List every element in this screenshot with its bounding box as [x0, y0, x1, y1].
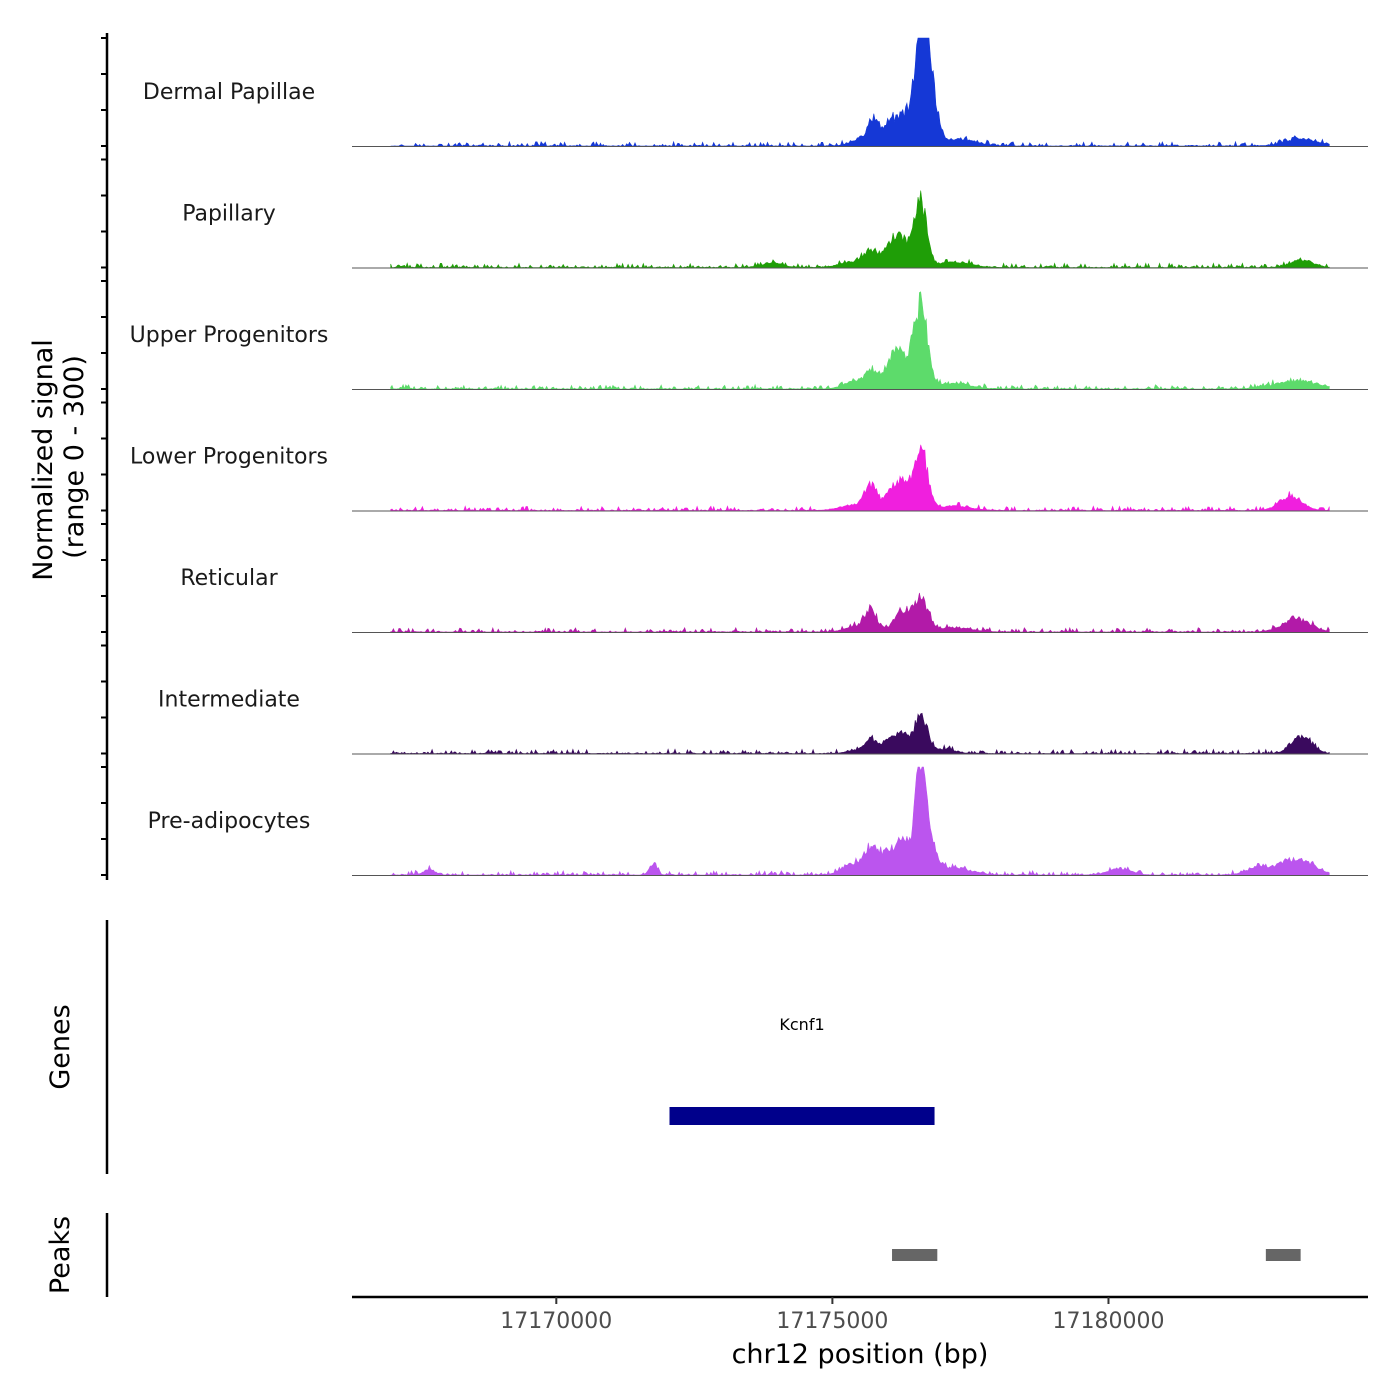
coverage-area [390, 37, 1330, 147]
track-reticular: Reticular [180, 566, 1368, 633]
track-label: Intermediate [158, 688, 300, 713]
coverage-tracks: Dermal Papillae Papillary Upper Progenitor… [130, 37, 1368, 876]
peaks-panel-label: Peaks [45, 1216, 76, 1294]
coverage-area [390, 592, 1330, 633]
peaks-panel [892, 1249, 1301, 1261]
coverage-area [390, 190, 1330, 269]
y-axis-title-line1: Normalized signal [28, 339, 59, 581]
track-upper-progenitors: Upper Progenitors [130, 291, 1368, 390]
peak-region [892, 1249, 938, 1261]
x-axis-title: chr12 position (bp) [732, 1339, 989, 1370]
coverage-area [390, 712, 1330, 755]
track-label: Upper Progenitors [130, 323, 329, 348]
x-axis: 17170000 17175000 17180000 [500, 1297, 1164, 1334]
track-pre-adipocytes: Pre-adipocytes [148, 766, 1368, 876]
signal-y-axis [101, 33, 109, 880]
track-papillary: Papillary [182, 190, 1368, 269]
gene-body [669, 1107, 935, 1125]
track-label: Papillary [182, 202, 276, 227]
genes-panel: Kcnf1 [669, 1015, 935, 1125]
track-label: Reticular [180, 566, 278, 591]
coverage-area [390, 766, 1330, 876]
track-label: Lower Progenitors [130, 445, 328, 470]
track-intermediate: Intermediate [158, 688, 1368, 755]
track-dermal-papillae: Dermal Papillae [143, 37, 1368, 147]
x-tick-label: 17170000 [500, 1309, 612, 1334]
y-axis-title-line2: (range 0 - 300) [59, 355, 90, 559]
coverage-area [390, 444, 1330, 512]
peak-region [1265, 1249, 1301, 1261]
genes-panel-label: Genes [45, 1004, 76, 1089]
x-tick-label: 17175000 [776, 1309, 888, 1334]
gene-name: Kcnf1 [779, 1015, 824, 1034]
x-tick-label: 17180000 [1052, 1309, 1164, 1334]
coverage-area [390, 291, 1330, 390]
track-label: Pre-adipocytes [148, 809, 311, 834]
track-label: Dermal Papillae [143, 80, 315, 105]
track-lower-progenitors: Lower Progenitors [130, 445, 1368, 512]
